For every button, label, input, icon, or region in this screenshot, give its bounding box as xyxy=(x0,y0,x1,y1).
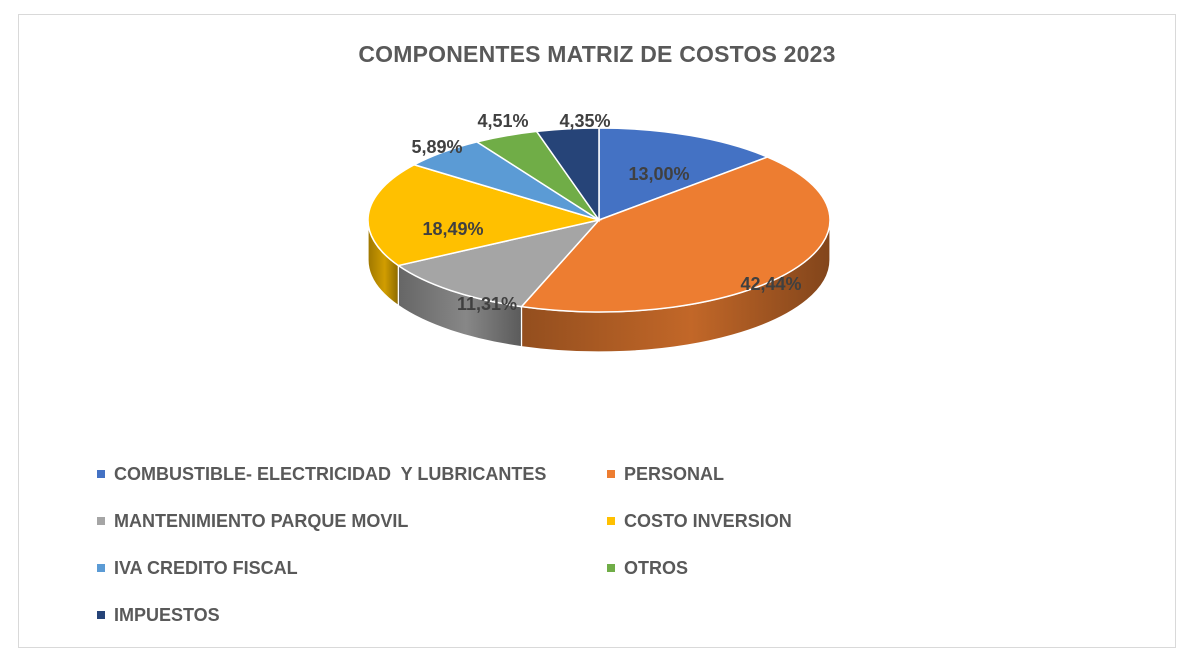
chart-title: COMPONENTES MATRIZ DE COSTOS 2023 xyxy=(358,41,836,67)
legend-item: OTROS xyxy=(607,557,847,579)
legend-item: COMBUSTIBLE- ELECTRICIDAD Y LUBRICANTES xyxy=(97,463,607,485)
legend-label: IMPUESTOS xyxy=(114,605,220,625)
pie-top-group xyxy=(367,127,831,313)
pie-slice xyxy=(367,163,602,267)
chart-area: COMPONENTES MATRIZ DE COSTOS 2023 13,00%… xyxy=(18,14,1176,648)
legend-label: PERSONAL xyxy=(624,464,725,484)
legend-item: PERSONAL xyxy=(607,463,847,485)
legend-swatch xyxy=(97,564,105,572)
legend-item: IMPUESTOS xyxy=(97,604,607,626)
legend-swatch xyxy=(607,517,615,525)
data-label: 5,89% xyxy=(411,137,462,157)
legend-label: OTROS xyxy=(624,558,689,578)
pie-slice xyxy=(598,127,770,222)
legend-swatch xyxy=(607,564,615,572)
legend-item: MANTENIMIENTO PARQUE MOVIL xyxy=(97,510,607,532)
legend-swatch xyxy=(97,611,105,619)
legend-label: COSTO INVERSION xyxy=(624,511,792,531)
legend-label: COMBUSTIBLE- ELECTRICIDAD Y LUBRICANTES xyxy=(114,464,547,484)
pie-side-group xyxy=(367,219,831,353)
legend-label: IVA CREDITO FISCAL xyxy=(114,558,298,578)
data-label: 11,31% xyxy=(457,294,517,314)
pie-slice xyxy=(535,127,600,223)
data-label: 4,51% xyxy=(477,111,528,131)
legend-swatch xyxy=(607,470,615,478)
data-label: 13,00% xyxy=(628,164,689,184)
legend-item: COSTO INVERSION xyxy=(607,510,847,532)
legend-label: MANTENIMIENTO PARQUE MOVIL xyxy=(114,511,409,531)
data-label: 4,35% xyxy=(559,111,610,131)
legend-item: IVA CREDITO FISCAL xyxy=(97,557,607,579)
pie-label-group: 13,00% 42,44% 11,31% 18,49% 5,89% 4,51% 4,35% xyxy=(411,111,801,314)
legend-swatch xyxy=(97,470,105,478)
pie-slice xyxy=(396,218,602,308)
pie-slice xyxy=(520,156,831,313)
data-label: 18,49% xyxy=(422,219,483,239)
legend: COMBUSTIBLE- ELECTRICIDAD Y LUBRICANTES P… xyxy=(97,463,857,626)
pie-chart: 13,00% 42,44% 11,31% 18,49% 5,89% 4,51% 4,35% xyxy=(367,111,831,353)
legend-swatch xyxy=(97,517,105,525)
data-label: 42,44% xyxy=(740,274,801,294)
